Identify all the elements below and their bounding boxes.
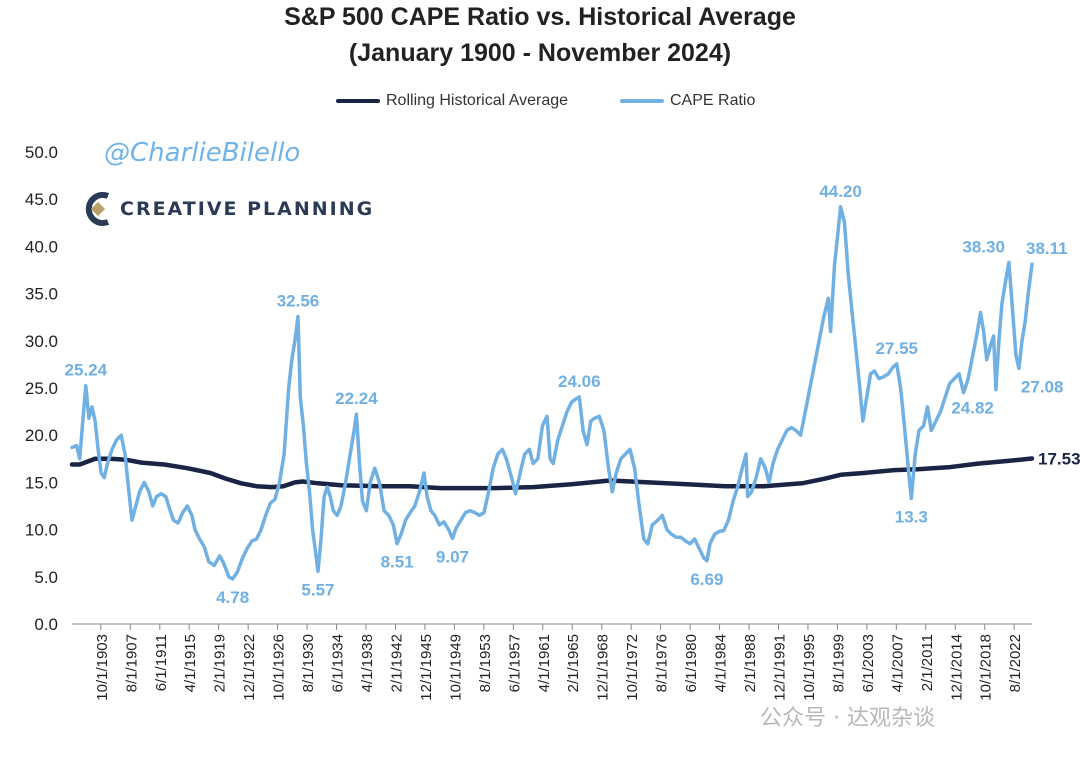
x-tick-label: 4/1/2007 — [889, 634, 906, 692]
y-tick-label: 40.0 — [25, 237, 58, 256]
x-tick-label: 4/1/1938 — [359, 634, 376, 692]
y-tick-label: 0.0 — [34, 615, 58, 634]
chart-subtitle: (January 1900 - November 2024) — [348, 39, 732, 67]
y-tick-label: 35.0 — [25, 285, 58, 304]
x-tick-label: 2/1/1965 — [565, 634, 582, 692]
y-tick-label: 50.0 — [25, 143, 58, 162]
chart-title: S&P 500 CAPE Ratio vs. Historical Averag… — [284, 3, 796, 31]
x-tick-label: 10/1/1995 — [801, 634, 818, 701]
x-tick-label: 10/1/2018 — [978, 634, 995, 701]
legend-item-average: Rolling Historical Average — [336, 92, 568, 110]
y-tick-label: 10.0 — [25, 521, 58, 540]
series-line-rolling-average — [69, 456, 1035, 491]
data-label: 38.11 — [1026, 239, 1068, 258]
x-tick-label: 8/1/1999 — [830, 634, 847, 692]
x-tick-label: 12/1/1922 — [241, 634, 258, 701]
legend-swatch-cape — [620, 99, 664, 103]
data-label: 25.24 — [65, 361, 108, 380]
data-label: 27.55 — [875, 339, 918, 358]
x-tick-label: 6/1/2003 — [860, 634, 877, 692]
data-label: 4.78 — [216, 588, 249, 607]
x-tick-label: 10/1/1972 — [624, 634, 641, 701]
series-line-cape-ratio — [70, 205, 1034, 581]
x-tick-label: 4/1/1915 — [182, 634, 199, 692]
logo-text: CREATIVE PLANNING — [120, 198, 375, 220]
x-tick-label: 8/1/1976 — [654, 634, 671, 692]
x-tick-label: 12/1/1968 — [595, 634, 612, 701]
y-tick-label: 15.0 — [25, 473, 58, 492]
x-tick-label: 10/1/1949 — [447, 634, 464, 701]
y-tick-label: 45.0 — [25, 190, 58, 209]
x-tick-label: 6/1/1934 — [330, 634, 347, 692]
x-tick-label: 6/1/1911 — [153, 634, 170, 691]
author-handle: @CharlieBilello — [104, 138, 301, 168]
data-label: 44.20 — [819, 182, 862, 201]
data-label: 17.53 — [1038, 450, 1080, 469]
legend-item-cape: CAPE Ratio — [620, 92, 755, 110]
data-label: 8.51 — [381, 553, 414, 572]
x-tick-label: 12/1/1991 — [772, 634, 789, 701]
y-tick-label: 5.0 — [34, 568, 58, 587]
x-tick-label: 12/1/2014 — [948, 634, 965, 701]
data-label: 5.57 — [301, 580, 334, 599]
x-tick-label: 6/1/1957 — [506, 634, 523, 692]
data-label: 6.69 — [690, 570, 723, 589]
x-tick-label: 4/1/1984 — [713, 634, 730, 692]
x-tick-label: 2/1/1919 — [212, 634, 229, 692]
data-label: 24.06 — [558, 372, 601, 391]
x-tick-label: 2/1/2011 — [919, 634, 936, 691]
x-tick-label: 12/1/1945 — [418, 634, 435, 701]
creative-planning-logo: CREATIVE PLANNING — [84, 190, 374, 228]
x-tick-label: 8/1/1907 — [123, 634, 140, 692]
x-tick-label: 2/1/1942 — [388, 634, 405, 692]
data-label: 32.56 — [277, 292, 320, 311]
y-tick-label: 20.0 — [25, 426, 58, 445]
legend-label-cape: CAPE Ratio — [670, 92, 756, 109]
data-label: 13.3 — [895, 507, 928, 526]
legend-swatch-average — [336, 99, 380, 103]
data-label: 9.07 — [436, 547, 469, 566]
legend-label-average: Rolling Historical Average — [386, 92, 569, 109]
x-tick-label: 10/1/1903 — [94, 634, 111, 701]
legend: Rolling Historical Average CAPE Ratio — [0, 92, 1080, 118]
x-tick-label: 10/1/1926 — [271, 634, 288, 701]
y-tick-label: 30.0 — [25, 332, 58, 351]
y-tick-label: 25.0 — [25, 379, 58, 398]
x-tick-label: 2/1/1988 — [742, 634, 759, 692]
watermark: 公众号 · 达观杂谈 — [760, 706, 935, 731]
x-tick-label: 8/1/1930 — [300, 634, 317, 692]
x-tick-label: 8/1/2022 — [1007, 634, 1024, 692]
x-tick-label: 4/1/1961 — [536, 634, 553, 692]
data-label: 27.08 — [1021, 377, 1064, 396]
data-label: 38.30 — [962, 237, 1005, 256]
data-label: 24.82 — [951, 399, 994, 418]
x-tick-label: 6/1/1980 — [683, 634, 700, 692]
data-label: 22.24 — [335, 389, 378, 408]
x-tick-label: 8/1/1953 — [477, 634, 494, 692]
logo-c-icon — [85, 192, 110, 226]
